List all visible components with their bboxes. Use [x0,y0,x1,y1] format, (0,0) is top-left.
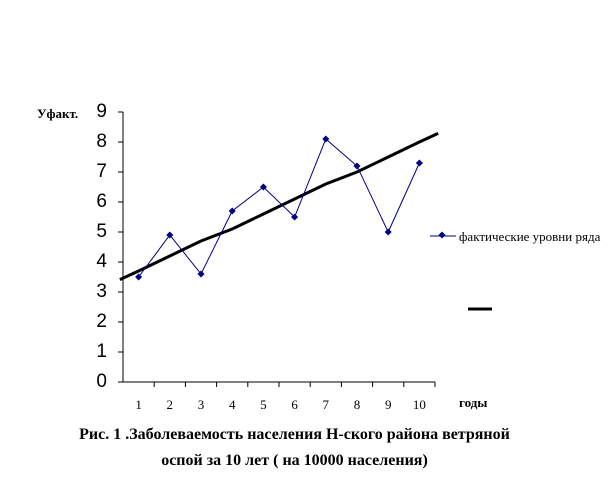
y-tick-label: 2 [96,311,107,332]
y-tick-label: 5 [96,221,107,242]
y-axis-label: Уфакт. [37,106,78,121]
y-tick-label: 1 [96,341,107,362]
data-point [384,228,392,236]
x-tick-label: 5 [260,397,267,412]
data-point [259,183,267,191]
y-tick-label: 6 [96,191,107,212]
x-tick-label: 1 [135,397,142,412]
data-point [291,213,299,221]
y-tick-label: 0 [96,371,107,392]
y-tick-label: 3 [96,281,107,302]
y-tick-label: 4 [96,251,107,272]
x-tick-label: 4 [229,397,236,412]
x-tick-label: 3 [198,397,205,412]
x-axis-label: годы [459,395,487,410]
data-point [415,159,423,167]
data-point [322,135,330,143]
y-tick-label: 9 [96,101,107,122]
data-point [197,270,205,278]
x-tick-label: 2 [167,397,174,412]
y-tick-label: 7 [96,161,107,182]
data-point [228,207,236,215]
x-tick-label: 7 [323,397,330,412]
chart-title: Рис. 1 .Заболеваемость населения Н-ского… [79,426,510,469]
x-tick-label: 6 [291,397,298,412]
y-tick-label: 8 [96,131,107,152]
x-tick-label: 8 [354,397,361,412]
trend-line [119,132,439,281]
data-point [166,231,174,239]
x-tick-label: 9 [385,397,392,412]
legend-label: фактические уровни ряда [459,229,601,244]
data-point [135,273,143,281]
legend-marker [438,231,446,239]
data-line [138,138,420,278]
x-tick-label: 10 [413,397,426,412]
data-point [353,162,361,170]
